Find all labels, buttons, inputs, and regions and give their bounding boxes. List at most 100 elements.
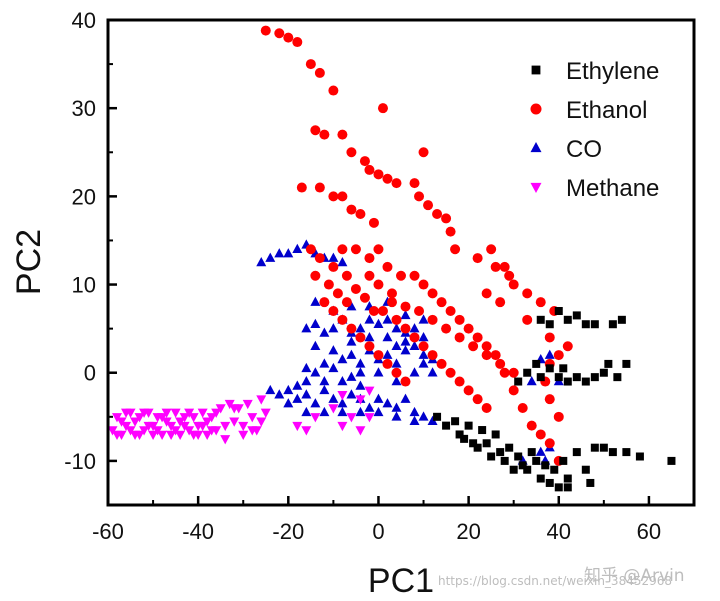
co-point [328, 323, 339, 333]
co-point [319, 327, 330, 337]
ethanol-point [436, 297, 447, 308]
ethanol-point [391, 367, 402, 378]
ethylene-point [581, 377, 590, 386]
co-point [373, 367, 384, 377]
ethylene-point [536, 315, 545, 324]
co-point [364, 314, 375, 324]
ethanol-point [355, 332, 366, 343]
co-point [346, 371, 357, 381]
ethanol-point [328, 306, 339, 316]
methane-point [337, 391, 348, 401]
co-point [382, 331, 393, 342]
ethanol-point [359, 156, 370, 167]
ethylene-point [491, 430, 500, 439]
ethylene-point [550, 465, 559, 474]
legend-label-methane: Methane [566, 175, 659, 202]
co-point [391, 340, 402, 351]
co-point [337, 398, 348, 408]
ethanol-point [328, 261, 339, 272]
legend-label-ethylene: Ethylene [566, 58, 659, 85]
ethanol-point [332, 288, 343, 299]
ethylene-point [554, 483, 563, 492]
ethanol-point [544, 394, 555, 405]
methane-point [301, 426, 312, 436]
ethylene-point [599, 443, 608, 452]
x-tick-label: -20 [272, 519, 304, 544]
x-tick-label: -40 [182, 519, 214, 544]
co-point [319, 358, 330, 368]
ethanol-point [427, 288, 438, 299]
methane-point [206, 426, 217, 436]
methane-point [170, 426, 181, 436]
ethanol-point [418, 147, 429, 158]
ethylene-point [478, 426, 487, 435]
co-point [292, 243, 303, 254]
y-axis-label: PC2 [10, 229, 48, 295]
co-point [355, 358, 366, 368]
methane-point [238, 421, 249, 432]
methane-point [328, 404, 339, 414]
watermark-brand: 知乎 @Arvin [584, 566, 685, 586]
ethanol-point [409, 178, 420, 189]
co-point [409, 323, 420, 333]
co-point [400, 309, 411, 320]
methane-point [364, 386, 375, 396]
ethanol-point [409, 270, 420, 281]
ethanol-point [382, 173, 393, 184]
methane-point [292, 421, 303, 432]
ethylene-point [563, 483, 572, 492]
ethanol-point [337, 129, 348, 140]
ethanol-point [535, 429, 546, 440]
ethylene-point [586, 478, 595, 487]
co-point [283, 398, 294, 408]
ethylene-point [604, 359, 613, 368]
data-points [107, 25, 676, 492]
co-point [274, 389, 285, 399]
ethylene-point [433, 412, 442, 421]
ethylene-point [545, 478, 554, 487]
ethylene-point [523, 465, 532, 474]
ethanol-point [423, 200, 434, 211]
methane-point [157, 413, 168, 423]
co-point [391, 358, 402, 368]
co-point [346, 301, 357, 311]
methane-point [346, 413, 357, 423]
watermark-url: https://blog.csdn.net/weixin_38452968 [438, 574, 673, 588]
methane-point [121, 408, 132, 418]
co-point [292, 380, 303, 390]
ethylene-point [608, 448, 617, 457]
methane-point [247, 413, 258, 423]
ethanol-point [337, 191, 348, 202]
co-point [418, 314, 429, 324]
co-point [337, 376, 348, 386]
ethylene-point [590, 320, 599, 329]
ethanol-point [432, 209, 443, 219]
y-tick-label: 40 [72, 8, 96, 33]
methane-point [152, 426, 163, 436]
ethanol-point [346, 204, 357, 215]
ethanol-point [486, 244, 497, 255]
methane-point [355, 395, 366, 405]
ethylene-point [590, 443, 599, 452]
ethanol-point [535, 297, 546, 308]
ethanol-point [490, 350, 501, 361]
ethanol-point [377, 103, 388, 114]
co-point [535, 446, 546, 456]
ethanol-point [400, 301, 411, 312]
ethanol-point [418, 279, 429, 290]
methane-point [134, 430, 145, 440]
co-point [346, 336, 357, 346]
ethanol-point [364, 164, 375, 175]
co-point [355, 380, 366, 390]
ethanol-point [328, 191, 339, 202]
ethanol-point [481, 288, 492, 299]
co-point [364, 331, 375, 342]
ethanol-point [522, 314, 533, 325]
ethylene-point [559, 364, 568, 373]
ethanol-point [364, 341, 375, 352]
ethanol-point [391, 314, 402, 325]
methane-point [229, 417, 240, 427]
ethylene-point [608, 320, 617, 329]
ethylene-point [572, 311, 581, 320]
ethanol-point [274, 28, 285, 39]
